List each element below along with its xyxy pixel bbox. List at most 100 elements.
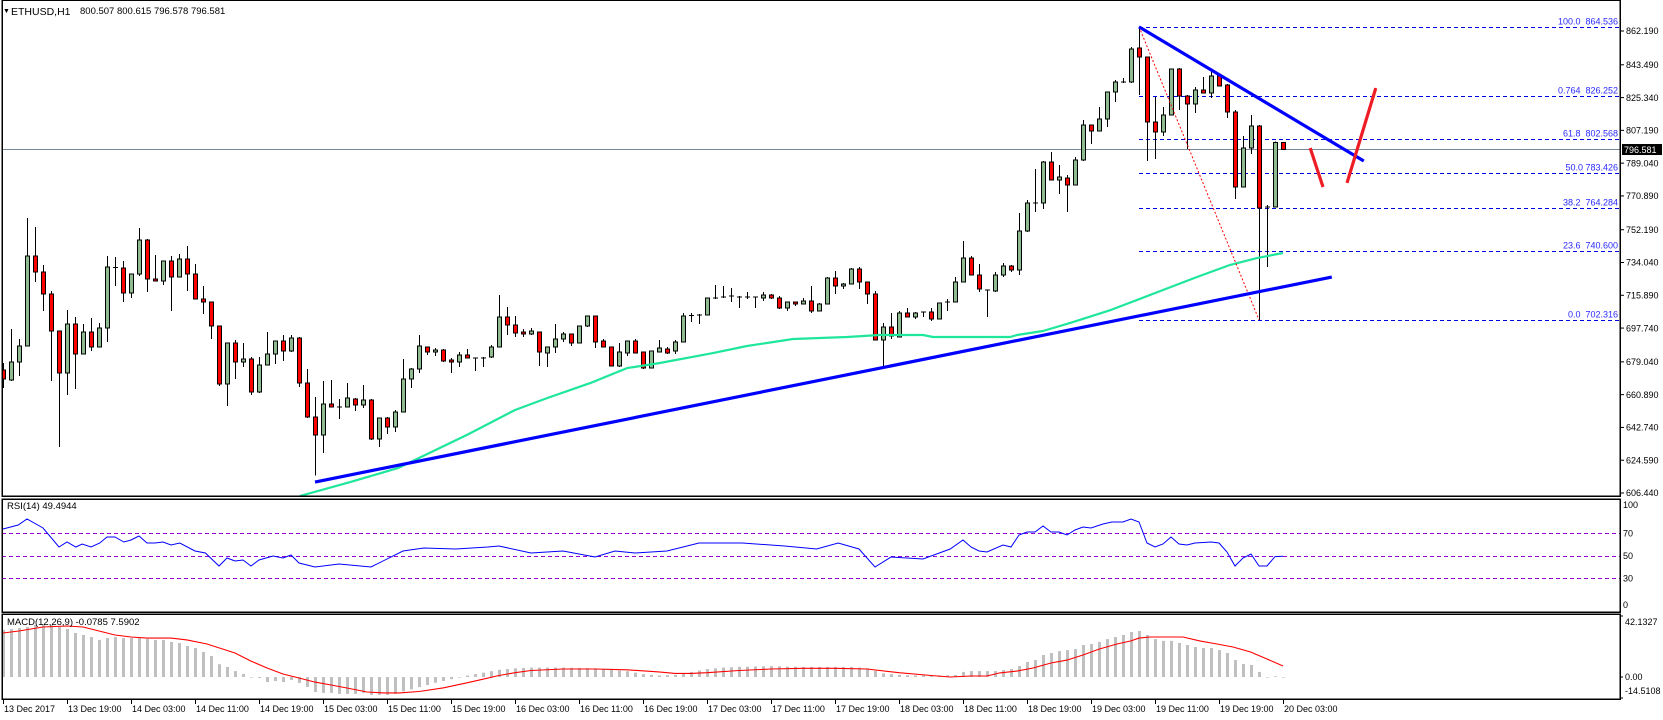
macd-histogram-bar xyxy=(578,667,581,677)
time-axis-label: 16 Dec 03:00 xyxy=(516,704,570,714)
bull-candle xyxy=(881,322,886,369)
macd-histogram-bar xyxy=(1154,639,1157,677)
candle-body xyxy=(281,340,286,352)
macd-histogram-bar xyxy=(146,639,149,677)
moving-average-line[interactable] xyxy=(299,251,1284,496)
current-price-label: 796.581 xyxy=(1624,145,1657,155)
candle-body xyxy=(657,347,662,353)
candle-body xyxy=(545,346,550,354)
bull-candle xyxy=(1025,199,1030,233)
macd-histogram-bar xyxy=(250,676,253,678)
macd-histogram-bar xyxy=(74,632,77,677)
macd-histogram-bar xyxy=(730,667,733,677)
candlestick-series[interactable] xyxy=(2,26,1286,476)
ohlc-values: 800.507 800.615 796.578 796.581 xyxy=(80,6,226,17)
time-axis-label: 16 Dec 19:00 xyxy=(644,704,698,714)
bull-candle xyxy=(1121,77,1126,84)
macd-histogram-bar xyxy=(962,671,965,677)
price-axis-label: 715.890 xyxy=(1626,290,1659,300)
macd-histogram-bar xyxy=(554,667,557,677)
candle-body xyxy=(433,349,438,353)
candle-body xyxy=(577,325,582,344)
macd-histogram-bar xyxy=(178,642,181,677)
chart-menu-triangle-icon[interactable]: ▼ xyxy=(3,8,10,15)
macd-histogram-bar xyxy=(1130,631,1133,677)
bear-candle xyxy=(857,267,862,290)
macd-histogram-bar xyxy=(1170,640,1173,677)
macd-histogram-bar xyxy=(378,676,381,695)
macd-histogram-bar xyxy=(1018,665,1021,677)
bull-candle xyxy=(897,310,902,338)
bear-candle xyxy=(369,398,374,440)
bear-candle xyxy=(201,286,206,315)
axes[interactable]: 862.190 843.490 825.340 807.190 789.040 770.8… xyxy=(3,26,1663,714)
bear-candle xyxy=(385,417,390,435)
macd-histogram-bar xyxy=(698,670,701,677)
macd-histogram-bar xyxy=(370,676,373,695)
macd-histogram-bar xyxy=(890,674,893,677)
fib-level-label: 0.764 826.252 xyxy=(1558,86,1618,96)
bear-candle xyxy=(113,256,118,287)
fib-level-label: 38.2 764.284 xyxy=(1563,198,1618,208)
candle-body xyxy=(1209,75,1214,94)
bull-candle xyxy=(1073,157,1078,186)
bull-candle xyxy=(1161,107,1166,136)
rsi-pane-plot[interactable] xyxy=(2,518,1620,579)
bull-candle xyxy=(265,331,270,366)
candle-body xyxy=(33,255,38,273)
bull-candle xyxy=(1081,120,1086,162)
bull-candle xyxy=(1273,141,1278,208)
bull-candle xyxy=(841,282,846,290)
annotation-red-stroke[interactable] xyxy=(1308,147,1325,188)
candle-body xyxy=(673,341,678,352)
candle-body xyxy=(609,346,614,367)
support-trendline[interactable] xyxy=(314,275,1333,484)
rsi-axis-label: 30 xyxy=(1623,573,1633,583)
candle-body xyxy=(265,353,270,366)
candle-body xyxy=(1145,56,1150,123)
bear-candle xyxy=(281,335,286,362)
bull-candle xyxy=(273,340,278,364)
candle-body xyxy=(897,312,902,338)
macd-histogram-bar xyxy=(186,646,189,677)
macd-histogram-bar xyxy=(90,637,93,677)
macd-histogram-bar xyxy=(1162,640,1165,677)
bull-candle xyxy=(617,342,622,367)
bull-candle xyxy=(105,256,110,343)
bull-candle xyxy=(1241,135,1246,188)
price-axis-label: 770.890 xyxy=(1626,191,1659,201)
macd-histogram-bar xyxy=(466,675,469,677)
candle-body xyxy=(177,258,182,278)
fib-retracement-trendline[interactable] xyxy=(1138,26,1260,320)
macd-pane-plot[interactable] xyxy=(2,624,1285,695)
candle-body xyxy=(353,398,358,406)
macd-histogram-bar xyxy=(586,668,589,677)
pane-frames xyxy=(1,0,1621,700)
bear-candle xyxy=(305,368,310,418)
bull-candle xyxy=(705,297,710,316)
candle-body xyxy=(1281,141,1286,151)
bear-candle xyxy=(793,301,798,306)
main-pane-drawing-objects[interactable] xyxy=(299,25,1378,496)
bear-candle xyxy=(169,256,174,311)
bear-candle xyxy=(233,340,238,379)
bull-candle xyxy=(553,323,558,354)
bull-candle xyxy=(393,409,398,433)
bear-candle xyxy=(193,264,198,300)
candle-body xyxy=(1257,125,1262,209)
candle-body xyxy=(1153,121,1158,133)
bear-candle xyxy=(249,357,254,395)
annotation-red-stroke[interactable] xyxy=(1345,87,1378,184)
candle-body xyxy=(953,281,958,303)
candle-body xyxy=(761,294,766,299)
candle-body xyxy=(273,340,278,355)
macd-histogram-bar xyxy=(1266,676,1269,678)
macd-histogram-bar xyxy=(106,638,109,677)
candle-body xyxy=(833,277,838,287)
macd-histogram-bar xyxy=(770,666,773,677)
macd-indicator-label: MACD(12,26,9) -0.0785 7.5902 xyxy=(7,617,140,628)
candle-body xyxy=(601,340,606,348)
resistance-trendline[interactable] xyxy=(1138,25,1365,163)
macd-histogram-bar xyxy=(658,675,661,677)
